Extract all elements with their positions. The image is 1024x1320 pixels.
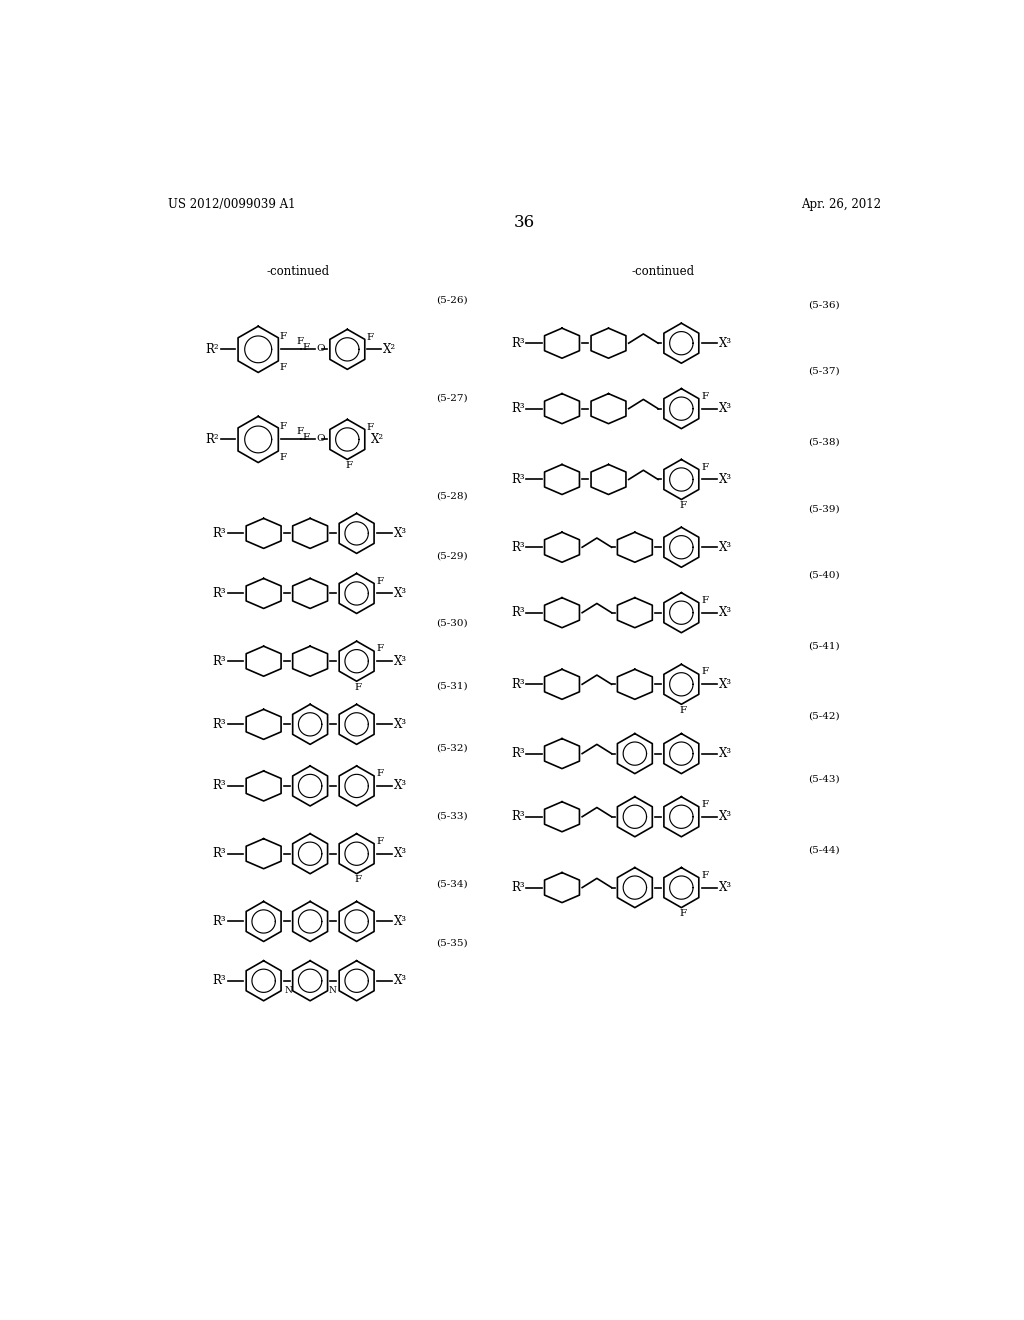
Text: (5-33): (5-33) — [436, 812, 468, 820]
Text: O: O — [316, 434, 325, 444]
Text: F: F — [679, 706, 686, 715]
Text: X³: X³ — [394, 527, 407, 540]
Text: O: O — [316, 345, 325, 352]
Text: X³: X³ — [719, 473, 732, 486]
Text: -continued: -continued — [631, 264, 694, 277]
Text: X³: X³ — [719, 747, 732, 760]
Text: R³: R³ — [511, 747, 524, 760]
Text: 36: 36 — [514, 214, 536, 231]
Text: X³: X³ — [394, 655, 407, 668]
Text: (5-31): (5-31) — [436, 682, 468, 690]
Text: F: F — [679, 909, 686, 919]
Text: X²: X² — [371, 433, 384, 446]
Text: (5-29): (5-29) — [436, 552, 468, 560]
Text: F: F — [701, 463, 709, 471]
Text: R³: R³ — [213, 718, 226, 731]
Text: (5-36): (5-36) — [809, 301, 840, 310]
Text: R³: R³ — [213, 974, 226, 987]
Text: X³: X³ — [719, 337, 732, 350]
Text: F: F — [367, 424, 374, 433]
Text: R³: R³ — [511, 880, 524, 894]
Text: F: F — [367, 334, 374, 342]
Text: (5-43): (5-43) — [809, 775, 840, 783]
Text: X³: X³ — [719, 541, 732, 554]
Text: F: F — [377, 644, 384, 653]
Text: F: F — [701, 392, 709, 401]
Text: X³: X³ — [719, 677, 732, 690]
Text: (5-26): (5-26) — [436, 296, 468, 305]
Text: F: F — [377, 770, 384, 777]
Text: (5-35): (5-35) — [436, 939, 468, 948]
Text: F: F — [297, 337, 304, 346]
Text: R²: R² — [206, 433, 219, 446]
Text: N: N — [284, 986, 292, 995]
Text: (5-34): (5-34) — [436, 879, 468, 888]
Text: R³: R³ — [213, 779, 226, 792]
Text: X³: X³ — [394, 587, 407, 601]
Text: (5-42): (5-42) — [809, 711, 840, 721]
Text: R³: R³ — [213, 527, 226, 540]
Text: R²: R² — [206, 343, 219, 356]
Text: R³: R³ — [213, 587, 226, 601]
Text: (5-39): (5-39) — [809, 506, 840, 513]
Text: R³: R³ — [213, 847, 226, 861]
Text: R³: R³ — [511, 473, 524, 486]
Text: F: F — [377, 577, 384, 586]
Text: F: F — [679, 502, 686, 510]
Text: F: F — [302, 433, 309, 442]
Text: R³: R³ — [511, 541, 524, 554]
Text: X³: X³ — [719, 403, 732, 416]
Text: X³: X³ — [719, 880, 732, 894]
Text: F: F — [345, 461, 352, 470]
Text: (5-40): (5-40) — [809, 570, 840, 579]
Text: F: F — [701, 800, 709, 809]
Text: F: F — [280, 363, 287, 371]
Text: F: F — [701, 595, 709, 605]
Text: F: F — [701, 668, 709, 676]
Text: F: F — [280, 453, 287, 462]
Text: F: F — [354, 682, 361, 692]
Text: X²: X² — [383, 343, 396, 356]
Text: F: F — [280, 331, 287, 341]
Text: R³: R³ — [213, 655, 226, 668]
Text: (5-27): (5-27) — [436, 393, 468, 403]
Text: (5-44): (5-44) — [809, 845, 840, 854]
Text: X³: X³ — [394, 779, 407, 792]
Text: US 2012/0099039 A1: US 2012/0099039 A1 — [168, 198, 296, 211]
Text: R³: R³ — [511, 403, 524, 416]
Text: -continued: -continued — [267, 264, 330, 277]
Text: (5-30): (5-30) — [436, 619, 468, 628]
Text: F: F — [354, 875, 361, 884]
Text: N: N — [329, 986, 336, 995]
Text: F: F — [280, 422, 287, 430]
Text: R³: R³ — [213, 915, 226, 928]
Text: X³: X³ — [394, 915, 407, 928]
Text: X³: X³ — [719, 606, 732, 619]
Text: (5-37): (5-37) — [809, 367, 840, 375]
Text: X³: X³ — [394, 718, 407, 731]
Text: (5-32): (5-32) — [436, 743, 468, 752]
Text: R³: R³ — [511, 337, 524, 350]
Text: F: F — [297, 428, 304, 436]
Text: F: F — [302, 343, 309, 352]
Text: F: F — [701, 871, 709, 879]
Text: (5-28): (5-28) — [436, 491, 468, 500]
Text: X³: X³ — [719, 810, 732, 824]
Text: (5-38): (5-38) — [809, 437, 840, 446]
Text: (5-41): (5-41) — [809, 642, 840, 651]
Text: F: F — [377, 837, 384, 846]
Text: R³: R³ — [511, 606, 524, 619]
Text: R³: R³ — [511, 810, 524, 824]
Text: X³: X³ — [394, 974, 407, 987]
Text: Apr. 26, 2012: Apr. 26, 2012 — [802, 198, 882, 211]
Text: X³: X³ — [394, 847, 407, 861]
Text: R³: R³ — [511, 677, 524, 690]
